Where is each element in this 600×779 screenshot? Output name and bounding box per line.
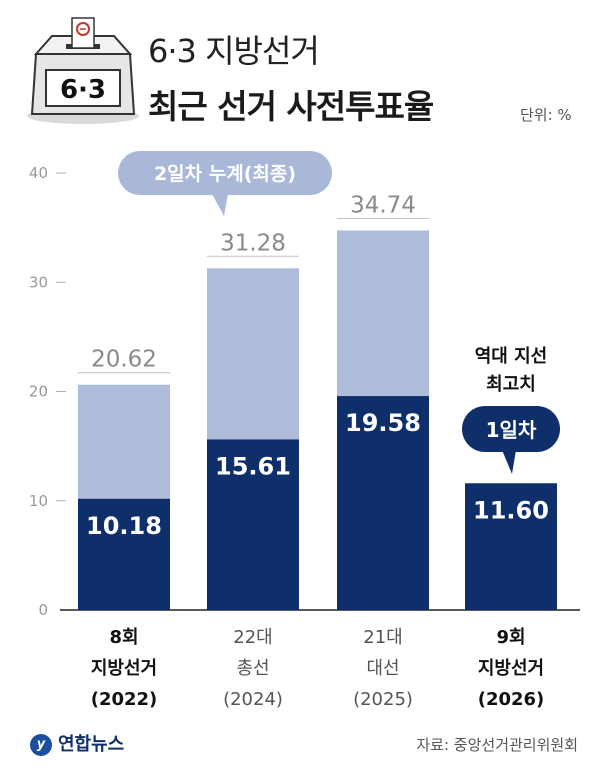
record-annotation-line2: 최고치 xyxy=(486,374,536,395)
bar-day1 xyxy=(78,498,170,610)
header: 6·3 6·3 지방선거 최근 선거 사전투표율 단위: % xyxy=(0,0,600,150)
y-tick-label: 10 xyxy=(29,492,48,510)
ballot-box-icon: 6·3 xyxy=(27,17,139,124)
y-tick-label: 20 xyxy=(29,383,48,401)
value-label-cumulative: 31.28 xyxy=(220,230,286,256)
category-label-line3: (2025) xyxy=(353,689,413,710)
category-label-line3: (2022) xyxy=(91,689,158,710)
category-label-line1: 8회 xyxy=(109,627,138,648)
page-title-line2: 최근 선거 사전투표율 xyxy=(148,87,434,126)
category-label-line1: 9회 xyxy=(496,627,525,648)
category-label-line2: 총선 xyxy=(236,658,269,679)
callout-day1-bubble xyxy=(462,406,560,452)
callout-cumulative-pointer xyxy=(212,194,228,216)
yonhap-logo: y 연합뉴스 xyxy=(30,730,124,756)
callout-cumulative-text: 2일차 누계(최종) xyxy=(154,163,296,185)
category-label-line1: 21대 xyxy=(363,627,402,648)
y-tick-label: 40 xyxy=(29,164,48,182)
category-label-line2: 대선 xyxy=(366,658,399,679)
value-label-day1: 15.61 xyxy=(215,452,291,480)
callout-day1-pointer xyxy=(502,450,516,474)
value-label-day1: 19.58 xyxy=(345,409,421,437)
record-annotation-line1: 역대 지선 xyxy=(475,346,548,367)
callout-day1-text: 1일차 xyxy=(486,418,537,442)
source-note: 자료: 중앙선거관리위원회 xyxy=(416,736,578,754)
bar-day1 xyxy=(465,483,557,610)
bar-day1 xyxy=(337,396,429,610)
value-label-day1: 10.18 xyxy=(86,512,162,540)
yonhap-logo-icon: y xyxy=(30,734,52,756)
bar-day1 xyxy=(207,439,299,610)
category-label-line2: 지방선거 xyxy=(91,658,157,679)
callout-cumulative-bubble xyxy=(118,151,332,195)
category-label-line2: 지방선거 xyxy=(478,658,544,679)
category-label-line3: (2024) xyxy=(223,689,283,710)
category-label-line3: (2026) xyxy=(478,689,545,710)
category-label-line1: 22대 xyxy=(233,627,272,648)
page-title-line1: 6·3 지방선거 xyxy=(148,32,320,70)
value-label-cumulative: 34.74 xyxy=(350,192,416,218)
unit-label: 단위: % xyxy=(520,106,572,124)
ballot-label: 6·3 xyxy=(60,75,106,105)
value-label-cumulative: 20.62 xyxy=(91,347,157,373)
y-tick-label: 30 xyxy=(29,273,48,291)
y-tick-label: 0 xyxy=(38,601,48,619)
logo-text: 연합뉴스 xyxy=(58,734,125,755)
value-label-day1: 11.60 xyxy=(473,496,549,524)
